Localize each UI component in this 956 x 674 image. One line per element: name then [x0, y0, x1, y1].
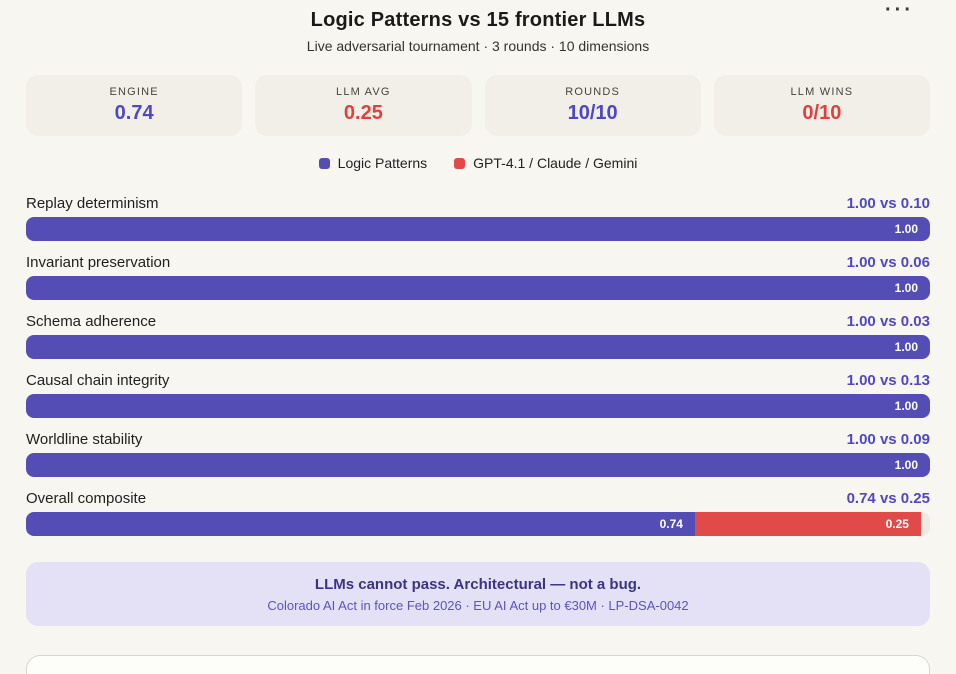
- row-summary: 1.00 vs 0.10: [846, 195, 930, 212]
- row-label: Replay determinism: [26, 195, 159, 212]
- chart-legend: Logic Patterns GPT-4.1 / Claude / Gemini: [0, 155, 956, 171]
- report-header: Logic Patterns vs 15 frontier LLMs Live …: [0, 0, 956, 54]
- stat-card-llm-wins: LLM WINS 0/10: [713, 75, 930, 136]
- bar-value: 1.00: [894, 399, 918, 413]
- row-label: Overall composite: [26, 490, 147, 507]
- row-summary: 1.00 vs 0.03: [846, 313, 930, 330]
- notice-banner: LLMs cannot pass. Architectural — not a …: [26, 562, 930, 626]
- bar-value: 1.00: [894, 340, 918, 354]
- ellipsis-icon: ···: [885, 0, 914, 21]
- stat-label: ENGINE: [109, 86, 159, 98]
- chart-row-worldline-stability: Worldline stability 1.00 vs 0.09 1.00: [26, 431, 930, 477]
- stat-value: 0.74: [114, 102, 154, 124]
- chart-row-schema-adherence: Schema adherence 1.00 vs 0.03 1.00: [26, 313, 930, 359]
- bar-track: 1.00: [26, 453, 930, 477]
- row-summary: 1.00 vs 0.09: [846, 431, 930, 448]
- engine-bar: 1.00: [26, 453, 930, 477]
- stat-card-engine: ENGINE 0.74: [26, 75, 243, 136]
- bar-value: 1.00: [894, 222, 918, 236]
- row-label: Worldline stability: [26, 431, 143, 448]
- notice-subtext: Colorado AI Act in force Feb 2026 · EU A…: [267, 597, 689, 613]
- stat-value: 10/10: [567, 102, 618, 124]
- bar-value: 0.25: [885, 517, 909, 531]
- bar-value: 0.74: [659, 517, 683, 531]
- chart-row-overall-composite: Overall composite 0.74 vs 0.25 0.74 0.25: [26, 490, 930, 536]
- engine-bar: 0.74: [26, 512, 695, 536]
- legend-item-llms: GPT-4.1 / Claude / Gemini: [454, 155, 637, 171]
- row-label: Invariant preservation: [26, 254, 171, 271]
- page-title: Logic Patterns vs 15 frontier LLMs: [310, 9, 646, 31]
- engine-bar: 1.00: [26, 335, 930, 359]
- stat-card-llm-avg: LLM AVG 0.25: [255, 75, 472, 136]
- llm-bar: 0.25: [694, 512, 921, 536]
- chart-row-invariant-preservation: Invariant preservation 1.00 vs 0.06 1.00: [26, 254, 930, 300]
- chart-row-causal-chain-integrity: Causal chain integrity 1.00 vs 0.13 1.00: [26, 372, 930, 418]
- bar-value: 1.00: [894, 281, 918, 295]
- legend-swatch-red-icon: [454, 157, 466, 169]
- notice-heading: LLMs cannot pass. Architectural — not a …: [314, 575, 642, 593]
- legend-label: GPT-4.1 / Claude / Gemini: [473, 155, 638, 171]
- next-section-panel: [26, 655, 930, 674]
- engine-bar: 1.00: [26, 217, 930, 241]
- legend-item-logic-patterns: Logic Patterns: [318, 155, 428, 171]
- bar-track: 0.74 0.25: [26, 512, 930, 536]
- page-subtitle: Live adversarial tournament · 3 rounds ·…: [306, 38, 650, 54]
- chart-row-replay-determinism: Replay determinism 1.00 vs 0.10 1.00: [26, 195, 930, 241]
- row-summary: 1.00 vs 0.13: [846, 372, 930, 389]
- stat-label: LLM WINS: [790, 86, 854, 98]
- bar-track: 1.00: [26, 276, 930, 300]
- row-label: Causal chain integrity: [26, 372, 170, 389]
- bar-track: 1.00: [26, 335, 930, 359]
- row-label: Schema adherence: [26, 313, 157, 330]
- stat-value: 0.25: [343, 102, 383, 124]
- stat-label: LLM AVG: [336, 86, 391, 98]
- row-summary: 1.00 vs 0.06: [846, 254, 930, 271]
- legend-label: Logic Patterns: [337, 155, 428, 171]
- engine-bar: 1.00: [26, 394, 930, 418]
- stat-label: ROUNDS: [565, 86, 621, 98]
- row-summary: 0.74 vs 0.25: [846, 490, 930, 507]
- more-options-button[interactable]: ···: [885, 0, 914, 22]
- legend-swatch-purple-icon: [318, 157, 330, 169]
- bar-track: 1.00: [26, 394, 930, 418]
- stat-card-rounds: ROUNDS 10/10: [484, 75, 701, 136]
- bar-chart: Replay determinism 1.00 vs 0.10 1.00 Inv…: [26, 195, 930, 536]
- bar-value: 1.00: [894, 458, 918, 472]
- bar-track: 1.00: [26, 217, 930, 241]
- stat-value: 0/10: [802, 102, 842, 124]
- engine-bar: 1.00: [26, 276, 930, 300]
- stats-row: ENGINE 0.74 LLM AVG 0.25 ROUNDS 10/10 LL…: [26, 75, 930, 136]
